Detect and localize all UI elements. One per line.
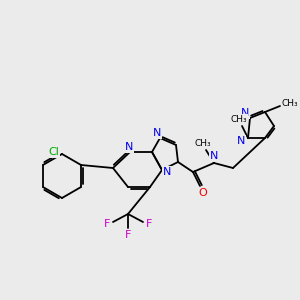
Text: N: N xyxy=(153,128,161,138)
Text: Cl: Cl xyxy=(49,147,59,157)
Text: F: F xyxy=(104,219,110,229)
Text: O: O xyxy=(199,188,207,198)
Text: N: N xyxy=(210,151,218,161)
Text: CH₃: CH₃ xyxy=(231,115,247,124)
Text: CH₃: CH₃ xyxy=(195,140,211,148)
Text: CH₃: CH₃ xyxy=(282,98,298,107)
Text: N: N xyxy=(125,142,133,152)
Text: F: F xyxy=(125,230,131,240)
Text: N: N xyxy=(241,108,249,118)
Text: N: N xyxy=(237,136,245,146)
Text: N: N xyxy=(163,167,171,177)
Text: F: F xyxy=(146,219,152,229)
